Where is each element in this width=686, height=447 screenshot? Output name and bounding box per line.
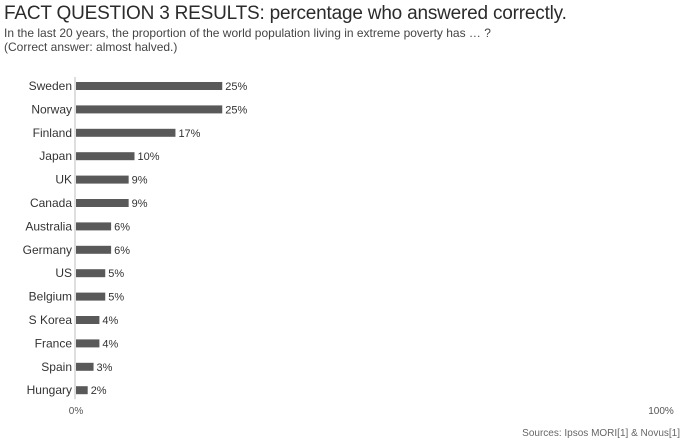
bar xyxy=(76,175,129,184)
bar xyxy=(76,292,106,301)
category-label: Spain xyxy=(41,360,72,374)
bar xyxy=(76,152,135,161)
data-label: 2% xyxy=(91,385,107,397)
data-label: 6% xyxy=(114,245,130,257)
header: FACT QUESTION 3 RESULTS: percentage who … xyxy=(4,3,682,54)
category-label: Japan xyxy=(39,149,72,163)
chart-title-rest: percentage who answered correctly. xyxy=(264,3,567,24)
category-label: France xyxy=(35,336,73,350)
bar xyxy=(76,245,112,254)
bar xyxy=(76,222,112,231)
data-label: 25% xyxy=(225,81,247,93)
category-label: S Korea xyxy=(29,313,73,327)
category-label: US xyxy=(55,266,72,280)
bar xyxy=(76,199,129,207)
data-label: 5% xyxy=(108,268,124,280)
data-label: 25% xyxy=(225,104,247,116)
category-label: Finland xyxy=(33,126,72,140)
data-label: 10% xyxy=(138,151,160,163)
data-label: 4% xyxy=(102,315,118,327)
bar xyxy=(76,362,94,371)
chart-note: (Correct answer: almost halved.) xyxy=(4,40,178,54)
category-label: Germany xyxy=(23,243,72,257)
data-label: 9% xyxy=(132,198,148,210)
bar xyxy=(76,128,176,137)
bar xyxy=(76,386,88,395)
category-label: Belgium xyxy=(29,290,72,304)
bar xyxy=(76,105,223,114)
data-label: 6% xyxy=(114,221,130,233)
data-label: 9% xyxy=(132,175,148,187)
data-label: 3% xyxy=(97,362,113,374)
x-tick-label: 100% xyxy=(648,406,674,417)
source-note: Sources: Ipsos MORI[1] & Novus[1] xyxy=(522,428,680,439)
category-label: Canada xyxy=(30,196,72,210)
category-label: UK xyxy=(55,173,72,187)
chart-title: FACT QUESTION 3 RESULTS: percentage who … xyxy=(4,3,682,25)
bar xyxy=(76,339,100,348)
data-label: 4% xyxy=(102,338,118,350)
category-label: Australia xyxy=(25,219,72,233)
chart-title-lead: FACT QUESTION 3 RESULTS: xyxy=(4,3,265,24)
data-label: 5% xyxy=(108,292,124,304)
category-label: Sweden xyxy=(29,79,72,93)
bar xyxy=(76,82,223,90)
category-label: Norway xyxy=(31,102,72,116)
bar xyxy=(76,269,106,278)
data-label: 17% xyxy=(178,128,200,140)
chart-subtitle: In the last 20 years, the proportion of … xyxy=(4,26,491,40)
category-label: Hungary xyxy=(27,383,72,397)
bar xyxy=(76,316,100,324)
x-tick-label: 0% xyxy=(69,406,84,417)
